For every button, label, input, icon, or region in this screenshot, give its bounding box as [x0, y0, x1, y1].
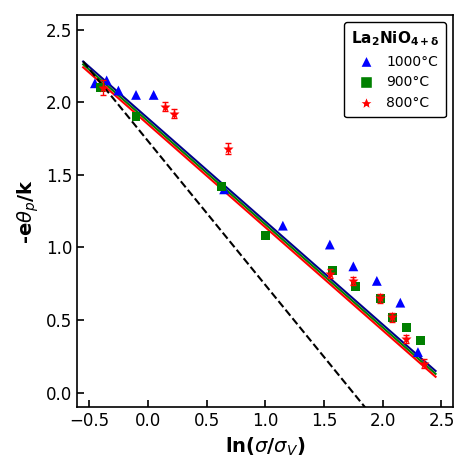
Point [220, 185, 228, 193]
X-axis label: ln($\sigma$/$\sigma_V$): ln($\sigma$/$\sigma_V$) [225, 436, 306, 458]
Point [115, 87, 122, 94]
Point [388, 314, 396, 321]
Y-axis label: -e$\theta_p$/k: -e$\theta_p$/k [15, 179, 40, 244]
Point [376, 295, 384, 302]
Point [218, 183, 226, 190]
Point [150, 91, 157, 99]
Point [414, 348, 422, 356]
Point [402, 324, 410, 331]
Point [132, 91, 140, 99]
Point [352, 283, 360, 290]
Point [279, 222, 287, 229]
Point [350, 263, 357, 270]
Point [97, 84, 104, 91]
Point [326, 241, 334, 248]
Point [373, 277, 381, 285]
Point [103, 77, 110, 84]
Point [132, 113, 140, 121]
Point [329, 267, 336, 274]
Point [416, 337, 424, 344]
Point [397, 299, 404, 307]
Legend: 1000°C, 900°C, 800°C: 1000°C, 900°C, 800°C [344, 22, 446, 117]
Point [91, 79, 99, 87]
Point [261, 232, 269, 240]
